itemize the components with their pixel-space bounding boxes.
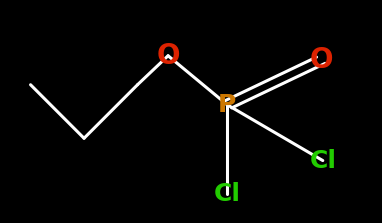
Text: O: O (309, 46, 333, 74)
Text: Cl: Cl (214, 182, 241, 206)
Text: O: O (156, 42, 180, 70)
Text: Cl: Cl (309, 149, 336, 173)
Text: P: P (218, 93, 236, 117)
